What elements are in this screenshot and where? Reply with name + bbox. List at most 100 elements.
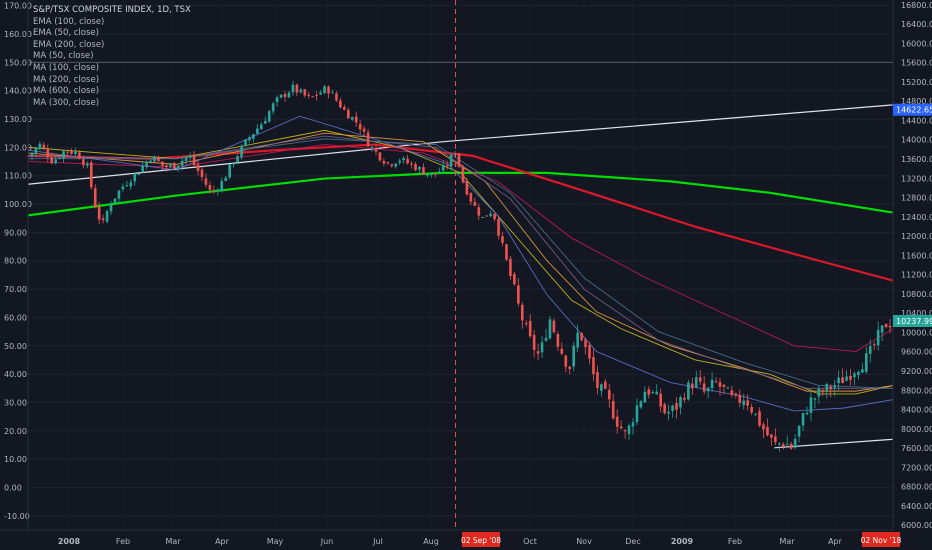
candle-body — [627, 425, 631, 435]
candle-body — [70, 150, 73, 154]
candle-body — [584, 339, 587, 348]
candle-body — [865, 353, 868, 372]
x-tick-label: Oct — [523, 537, 537, 546]
legend-item-ma-100[interactable]: MA (100, close) — [33, 62, 100, 73]
left-tick-label: 160.00 — [4, 30, 32, 39]
candle-body — [691, 383, 694, 389]
candle-body — [872, 344, 876, 346]
candle-body — [426, 174, 429, 176]
candle-body — [564, 355, 568, 367]
candle-body — [283, 94, 287, 97]
candle-body — [596, 372, 599, 389]
candle-body — [706, 387, 710, 392]
right-tick-label: 16400.00 — [901, 20, 932, 29]
candle-body — [66, 151, 69, 153]
chart-title: S&P/TSX COMPOSITE INDEX, 1D, TSX — [33, 5, 191, 15]
candle-body — [319, 92, 322, 95]
candle-body — [845, 376, 848, 381]
indicator-line — [27, 132, 894, 392]
candle-body — [615, 416, 619, 427]
right-tick-label: 7200.00 — [901, 463, 932, 472]
right-axis: 16800.00 16400.00 16000.00 15600.00 15200.00… — [892, 0, 932, 550]
chart-grid — [28, 0, 893, 530]
candle-body — [868, 346, 872, 354]
candle-body — [532, 335, 536, 351]
left-axis: 170.00 160.00 150.00 140.00 130.00 120.00 110.… — [4, 0, 32, 530]
left-tick-label: 60.00 — [4, 313, 27, 322]
candle-body — [422, 167, 425, 175]
x-tick-label: Feb — [116, 537, 130, 546]
left-tick-label: 120.00 — [4, 143, 32, 152]
legend-item-ema-200[interactable]: EMA (200, close) — [33, 39, 105, 50]
candle-body — [86, 163, 89, 166]
candle-body — [702, 383, 706, 392]
candle-body — [153, 156, 156, 162]
right-tick-label: 8000.00 — [901, 425, 932, 434]
candle-body — [161, 161, 164, 167]
candle-body — [149, 160, 152, 163]
right-tick-label: 7600.00 — [901, 444, 932, 453]
candle-body — [50, 157, 54, 164]
legend-item-ma-50[interactable]: MA (50, close) — [33, 51, 94, 62]
candle-body — [93, 188, 97, 208]
candle-body — [311, 96, 315, 98]
candle-body — [758, 411, 761, 426]
candle-body — [465, 180, 469, 195]
candle-body — [331, 92, 334, 94]
candle-body — [232, 163, 235, 165]
x-tick-label: Jun — [320, 537, 334, 546]
candle-body — [659, 393, 662, 407]
right-axis-bg — [893, 0, 932, 550]
candle-body — [445, 165, 449, 167]
right-tick-label: 11200.00 — [901, 271, 932, 280]
candle-body — [497, 218, 500, 236]
candle-body — [647, 389, 651, 395]
legend-item-ema-100[interactable]: EMA (100, close) — [33, 16, 105, 27]
candle-body — [770, 434, 773, 438]
right-tick-label: 9200.00 — [901, 367, 932, 376]
x-tick-label: Mar — [779, 537, 795, 546]
x-axis: 2008 Feb Mar Apr May Jun Jul Aug Oct Nov Dec 2009 Fe… — [0, 529, 932, 550]
left-tick-label: 100.00 — [4, 200, 32, 209]
candle-body — [54, 159, 57, 164]
right-tick-label: 15200.00 — [901, 78, 932, 87]
candle-body — [781, 444, 785, 447]
candle-body — [271, 103, 275, 112]
legend-item-ma-300[interactable]: MA (300, close) — [33, 97, 100, 108]
candle-body — [639, 401, 643, 408]
candle-body — [457, 153, 461, 167]
candle-body — [62, 151, 65, 159]
candle-body — [169, 163, 172, 167]
candle-body — [125, 185, 129, 187]
candle-body — [267, 111, 271, 122]
candle-body — [880, 325, 884, 333]
candle-body — [287, 92, 291, 98]
candle-body — [354, 116, 358, 123]
legend-item-ma-600[interactable]: MA (600, close) — [33, 86, 100, 97]
candle-body — [441, 164, 445, 171]
candle-body — [754, 413, 757, 415]
left-tick-label: 70.00 — [4, 285, 27, 294]
right-tick-label: 10400.00 — [901, 309, 932, 318]
left-tick-label: 110.00 — [4, 172, 32, 181]
candle-body — [461, 167, 465, 183]
legend-item-ema-50[interactable]: EMA (50, close) — [33, 28, 99, 39]
candle-body — [315, 95, 318, 97]
candle-body — [346, 109, 350, 119]
candle-body — [299, 89, 303, 93]
candle-body — [228, 164, 231, 178]
candle-body — [746, 400, 749, 406]
candle-body — [303, 89, 307, 96]
candle-body — [611, 401, 615, 419]
candle-body — [366, 132, 370, 147]
candle-body — [687, 382, 690, 400]
indicator-line — [27, 143, 894, 282]
candle-body — [675, 403, 678, 410]
candle-body — [520, 304, 524, 321]
candle-body — [801, 412, 805, 426]
candle-body — [576, 332, 579, 348]
legend-item-ma-200[interactable]: MA (200, close) — [33, 74, 100, 85]
candle-body — [263, 120, 267, 124]
candle-body — [766, 426, 769, 436]
